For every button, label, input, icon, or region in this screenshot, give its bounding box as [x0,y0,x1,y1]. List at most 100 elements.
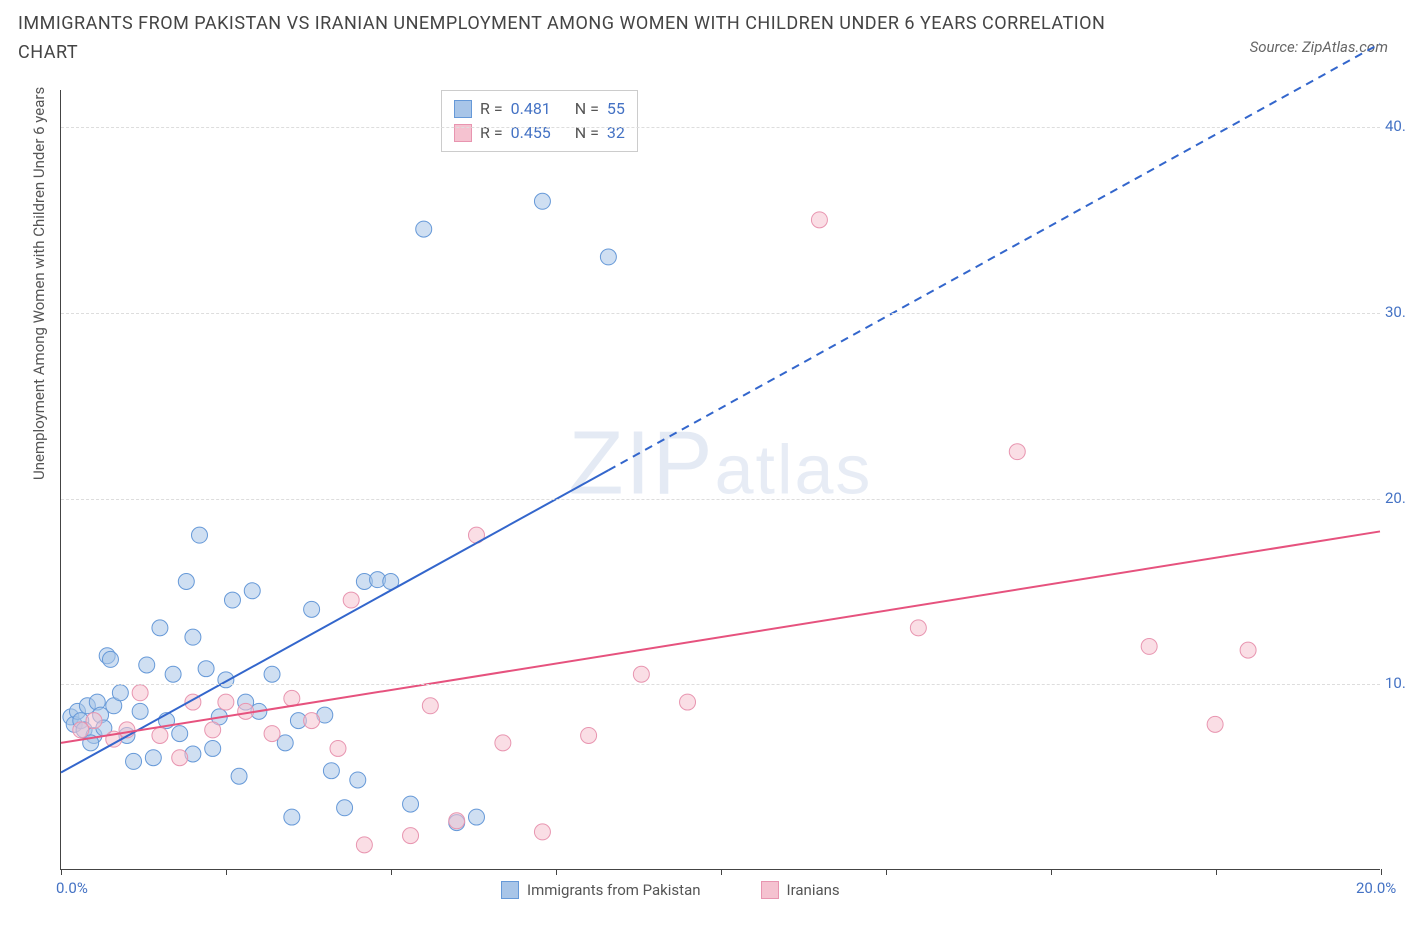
data-point [165,666,181,682]
data-point [231,768,247,784]
data-point [152,727,168,743]
data-point [264,666,280,682]
data-point [172,726,188,742]
r-value-pakistan: 0.481 [511,97,551,121]
gridline [61,684,1380,685]
data-point [132,685,148,701]
data-point [449,813,465,829]
data-point [192,527,208,543]
data-point [185,629,201,645]
data-point [218,694,234,710]
data-point [139,657,155,673]
data-point [126,753,142,769]
x-tick [886,869,887,875]
n-label: N = [575,121,599,145]
data-point [1207,716,1223,732]
r-label: R = [480,121,503,145]
n-label: N = [575,97,599,121]
gridline [61,127,1380,128]
data-point [284,690,300,706]
y-tick-label: 30.0% [1385,303,1406,321]
y-tick-label: 40.0% [1385,117,1406,135]
x-tick [1051,869,1052,875]
trendline-pakistan-solid [61,470,608,772]
data-point [284,809,300,825]
data-point [304,601,320,617]
legend-item-pakistan: Immigrants from Pakistan [501,881,701,899]
data-point [172,750,188,766]
x-tick [226,869,227,875]
data-point [356,837,372,853]
x-tick [1216,869,1217,875]
data-point [224,592,240,608]
n-value-iranians: 32 [607,121,625,145]
stats-legend: R = 0.481 N = 55 R = 0.455 N = 32 [441,90,638,152]
y-tick-label: 20.0% [1385,489,1406,507]
data-point [330,740,346,756]
data-point [468,809,484,825]
data-point [1240,642,1256,658]
data-point [534,824,550,840]
data-point [633,666,649,682]
x-tick [61,869,62,875]
data-point [495,735,511,751]
data-point [581,727,597,743]
x-tick [721,869,722,875]
n-value-pakistan: 55 [607,97,625,121]
data-point [145,750,161,766]
data-point [1009,444,1025,460]
data-point [1141,638,1157,654]
scatter-svg [61,90,1380,869]
swatch-pakistan-icon [501,881,519,899]
x-tick [391,869,392,875]
swatch-iranians-icon [761,881,779,899]
data-point [205,722,221,738]
trendline-pakistan-dashed [608,44,1380,471]
data-point [152,620,168,636]
trendline-iranians [61,531,1380,742]
data-point [244,583,260,599]
data-point [264,726,280,742]
data-point [238,703,254,719]
data-point [132,703,148,719]
data-point [600,249,616,265]
gridline [61,313,1380,314]
data-point [198,661,214,677]
x-tick-label: 20.0% [1356,879,1396,897]
gridline [61,499,1380,500]
x-tick [1381,869,1382,875]
chart-title: IMMIGRANTS FROM PAKISTAN VS IRANIAN UNEM… [18,10,1118,68]
data-point [534,193,550,209]
x-tick-label: 0.0% [56,879,88,897]
data-point [910,620,926,636]
y-tick-label: 10.0% [1385,674,1406,692]
r-value-iranians: 0.455 [511,121,551,145]
legend-label-pakistan: Immigrants from Pakistan [527,881,701,899]
series-legend: Immigrants from Pakistan Iranians [501,881,840,899]
data-point [811,212,827,228]
data-point [304,713,320,729]
data-point [112,685,128,701]
data-point [416,221,432,237]
data-point [350,772,366,788]
x-tick [556,869,557,875]
data-point [337,800,353,816]
data-point [343,592,359,608]
data-point [86,713,102,729]
source-citation: Source: ZipAtlas.com [1250,38,1388,56]
data-point [178,574,194,590]
swatch-pakistan [454,100,472,118]
data-point [323,763,339,779]
stats-row-pakistan: R = 0.481 N = 55 [454,97,625,121]
data-point [422,698,438,714]
data-point [102,651,118,667]
data-point [403,828,419,844]
data-point [205,740,221,756]
plot-area: ZIPatlas R = 0.481 N = 55 R = 0.455 N = … [60,90,1380,870]
stats-row-iranians: R = 0.455 N = 32 [454,121,625,145]
r-label: R = [480,97,503,121]
data-point [680,694,696,710]
y-axis-label: Unemployment Among Women with Children U… [30,87,48,480]
legend-label-iranians: Iranians [787,881,840,899]
data-point [403,796,419,812]
